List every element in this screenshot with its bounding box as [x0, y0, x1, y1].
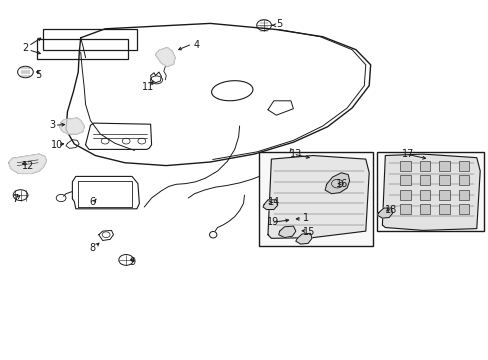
Polygon shape	[295, 233, 311, 244]
Text: 13: 13	[289, 149, 301, 159]
Bar	[438, 190, 449, 200]
Text: 18: 18	[385, 204, 397, 215]
Text: 17: 17	[401, 149, 413, 159]
Polygon shape	[155, 48, 175, 67]
Bar	[259, 152, 372, 246]
Bar	[419, 161, 429, 171]
Polygon shape	[267, 156, 368, 238]
Bar	[438, 204, 449, 214]
Bar	[399, 175, 410, 185]
Bar	[419, 175, 429, 185]
Polygon shape	[60, 118, 84, 134]
Bar	[376, 152, 483, 231]
Bar	[37, 39, 128, 59]
Text: 16: 16	[335, 179, 347, 189]
Polygon shape	[382, 154, 479, 230]
Text: 8: 8	[89, 243, 96, 253]
Polygon shape	[9, 154, 46, 174]
Text: 4: 4	[193, 40, 199, 50]
Text: 12: 12	[22, 161, 34, 171]
Bar	[419, 204, 429, 214]
Text: 2: 2	[22, 42, 28, 53]
Text: 11: 11	[142, 82, 154, 92]
Polygon shape	[325, 173, 349, 194]
Bar	[399, 204, 410, 214]
Bar	[399, 161, 410, 171]
Bar	[458, 190, 468, 200]
Bar	[419, 190, 429, 200]
Text: 15: 15	[303, 227, 315, 237]
Text: 19: 19	[266, 217, 278, 228]
Text: 10: 10	[51, 140, 63, 150]
Text: 7: 7	[12, 194, 19, 204]
Bar	[292, 212, 311, 222]
Text: 5: 5	[35, 70, 41, 80]
Bar	[438, 161, 449, 171]
Text: 3: 3	[49, 120, 55, 130]
Polygon shape	[377, 208, 392, 218]
Text: 5: 5	[276, 19, 282, 30]
Text: 6: 6	[89, 197, 96, 207]
Text: 1: 1	[303, 213, 309, 223]
Bar	[438, 175, 449, 185]
Bar	[43, 29, 137, 50]
Text: 14: 14	[267, 197, 280, 207]
Bar	[458, 204, 468, 214]
Text: 9: 9	[129, 257, 136, 267]
Polygon shape	[263, 200, 277, 210]
Bar	[399, 190, 410, 200]
Polygon shape	[278, 226, 295, 238]
Bar	[458, 175, 468, 185]
Bar	[458, 161, 468, 171]
